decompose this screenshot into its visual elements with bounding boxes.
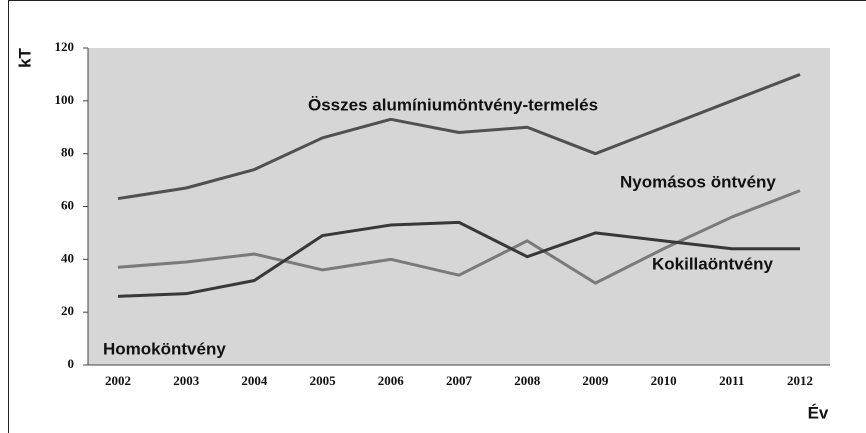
y-tick-label: 100 bbox=[55, 92, 75, 107]
series-line bbox=[117, 189, 801, 285]
x-tick-label: 2006 bbox=[378, 373, 405, 388]
plot-area bbox=[88, 48, 830, 365]
series-label: Összes alumíniumöntvény-termelés bbox=[308, 95, 598, 114]
y-tick-label: 80 bbox=[61, 145, 74, 160]
x-tick-label: 2009 bbox=[582, 373, 609, 388]
y-axis-label: kT bbox=[15, 47, 34, 67]
series-label: Nyomásos öntvény bbox=[620, 172, 776, 191]
x-tick-label: 2011 bbox=[719, 373, 744, 388]
x-tick-label: 2012 bbox=[787, 373, 813, 388]
series-line bbox=[117, 220, 800, 298]
y-tick-label: 40 bbox=[61, 250, 74, 265]
x-axis-label: Év bbox=[808, 403, 829, 422]
y-tick-label: 60 bbox=[61, 197, 74, 212]
series-label: Kokillaöntvény bbox=[652, 254, 773, 273]
series-line bbox=[117, 73, 801, 201]
x-tick-label: 2002 bbox=[105, 373, 131, 388]
x-tick-label: 2003 bbox=[173, 373, 200, 388]
y-tick-label: 20 bbox=[61, 303, 74, 318]
x-tick-label: 2005 bbox=[310, 373, 337, 388]
x-tick-label: 2008 bbox=[514, 373, 541, 388]
x-tick-label: 2004 bbox=[241, 373, 268, 388]
y-tick-label: 120 bbox=[55, 39, 75, 54]
x-tick-label: 2007 bbox=[446, 373, 473, 388]
y-tick-label: 0 bbox=[68, 356, 75, 371]
annotation: Homoköntvény bbox=[103, 339, 226, 358]
x-tick-label: 2010 bbox=[651, 373, 677, 388]
